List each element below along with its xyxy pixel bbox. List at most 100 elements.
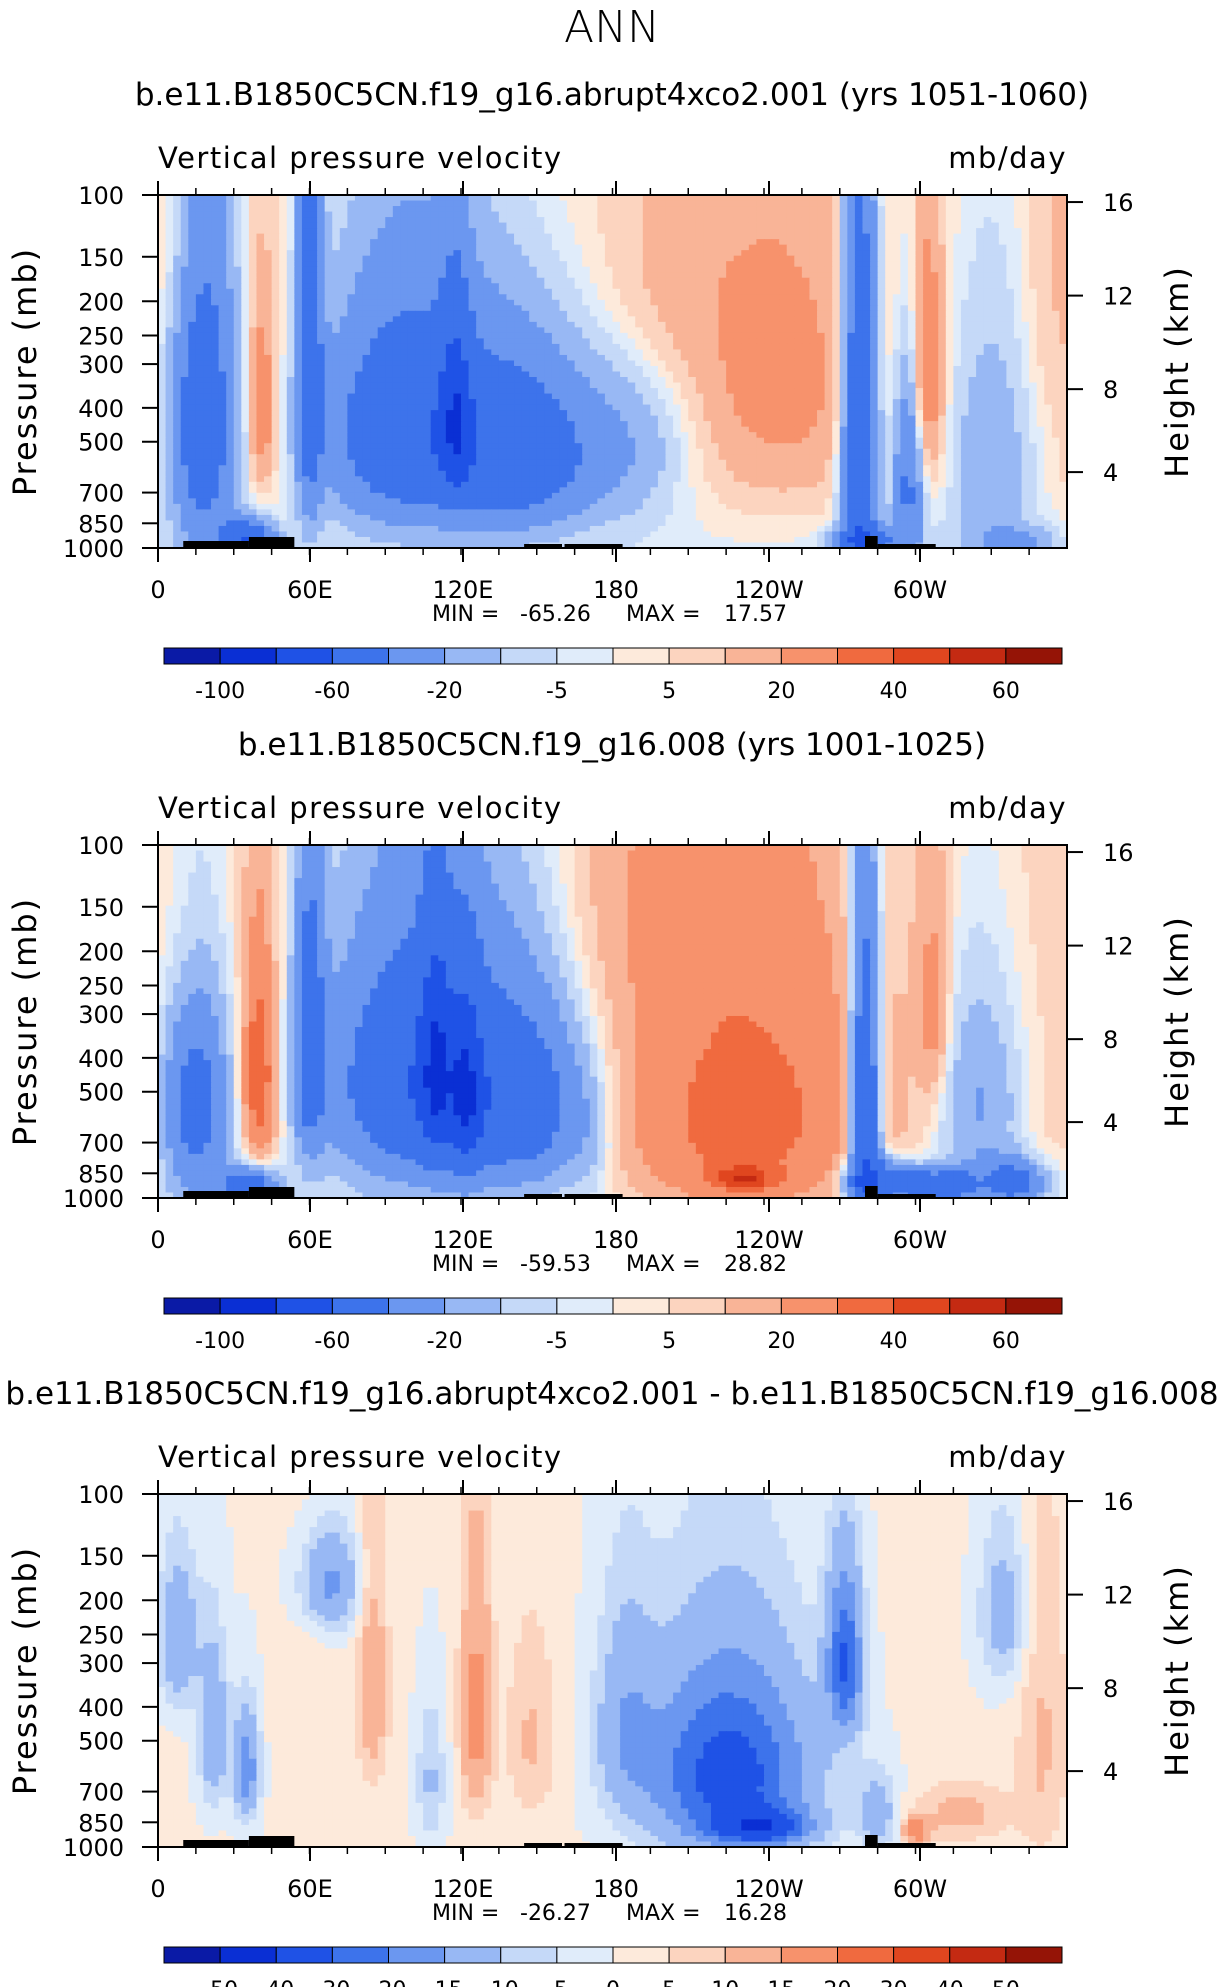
field-cell — [756, 360, 765, 367]
field-cell — [264, 410, 273, 417]
field-cell — [771, 244, 780, 251]
field-cell — [461, 211, 470, 218]
field-cell — [377, 371, 386, 378]
field-cell — [279, 228, 288, 235]
field-cell — [673, 360, 682, 367]
field-cell — [824, 399, 833, 406]
field-cell — [226, 354, 235, 362]
field-cell — [514, 283, 523, 290]
field-cell — [248, 233, 258, 240]
field-cell — [264, 321, 273, 328]
field-cell — [801, 349, 811, 356]
field-cell — [332, 244, 341, 251]
field-cell — [354, 228, 364, 235]
field-cell — [582, 338, 591, 345]
field-cell — [695, 388, 705, 395]
field-cell — [741, 338, 750, 345]
field-cell — [604, 294, 614, 301]
field-cell — [726, 200, 735, 207]
field-cell — [756, 371, 765, 378]
field-cell — [332, 393, 341, 400]
field-cell — [536, 206, 545, 213]
field-cell — [907, 343, 917, 351]
field-cell — [551, 343, 561, 351]
field-cell — [877, 382, 886, 389]
field-cell — [158, 354, 167, 362]
field-cell — [832, 222, 841, 229]
field-cell — [407, 327, 417, 334]
field-cell — [809, 371, 818, 378]
field-cell — [771, 206, 780, 213]
field-cell — [976, 305, 985, 312]
field-cell — [938, 272, 947, 279]
field-cell — [597, 217, 606, 224]
field-cell — [597, 399, 606, 406]
field-cell — [582, 200, 591, 207]
field-cell — [536, 321, 545, 328]
field-cell — [438, 321, 447, 328]
field-cell — [301, 277, 311, 284]
field-cell — [309, 244, 318, 251]
field-cell — [324, 239, 333, 246]
field-cell — [468, 217, 477, 224]
field-cell — [158, 299, 167, 306]
field-cell — [294, 250, 303, 257]
field-cell — [983, 404, 992, 411]
field-cell — [839, 239, 848, 246]
field-cell — [650, 195, 659, 202]
field-cell — [1021, 349, 1030, 356]
field-cell — [438, 211, 447, 218]
field-cell — [574, 349, 583, 356]
field-cell — [582, 233, 591, 240]
field-cell — [574, 195, 583, 202]
field-cell — [665, 250, 674, 257]
field-cell — [173, 360, 182, 367]
field-cell — [718, 288, 727, 295]
field-cell — [771, 305, 780, 312]
field-cell — [332, 343, 341, 351]
field-cell — [1059, 360, 1068, 367]
field-cell — [582, 327, 591, 334]
field-cell — [195, 211, 205, 218]
field-cell — [983, 327, 992, 334]
field-cell — [407, 399, 417, 406]
field-cell — [271, 211, 280, 218]
field-cell — [604, 255, 614, 262]
field-cell — [923, 354, 932, 362]
field-cell — [892, 261, 901, 268]
field-cell — [491, 404, 500, 411]
field-cell — [377, 377, 386, 384]
field-cell — [498, 377, 508, 384]
field-cell — [764, 404, 773, 411]
field-cell — [468, 393, 477, 400]
field-cell — [718, 299, 727, 306]
field-cell — [604, 393, 614, 400]
field-cell — [559, 261, 568, 268]
field-cell — [407, 261, 417, 268]
field-cell — [589, 410, 598, 417]
field-cell — [953, 365, 962, 373]
field-cell — [688, 228, 697, 235]
field-cell — [211, 338, 220, 345]
field-cell — [741, 277, 750, 284]
field-cell — [801, 332, 811, 340]
field-cell — [1006, 316, 1015, 323]
field-cell — [1036, 266, 1045, 273]
field-cell — [703, 277, 712, 284]
field-cell — [377, 327, 386, 334]
field-cell — [370, 272, 379, 279]
field-cell — [688, 360, 697, 367]
field-cell — [673, 332, 682, 340]
field-cell — [430, 404, 439, 411]
field-cell — [900, 239, 909, 246]
field-cell — [574, 233, 583, 240]
field-cell — [521, 415, 530, 422]
field-cell — [907, 233, 917, 240]
field-cell — [748, 244, 758, 251]
field-cell — [960, 299, 970, 306]
field-cell — [604, 261, 614, 268]
field-cell — [354, 349, 364, 356]
field-cell — [468, 327, 477, 334]
field-cell — [567, 365, 576, 373]
field-cell — [544, 382, 553, 389]
